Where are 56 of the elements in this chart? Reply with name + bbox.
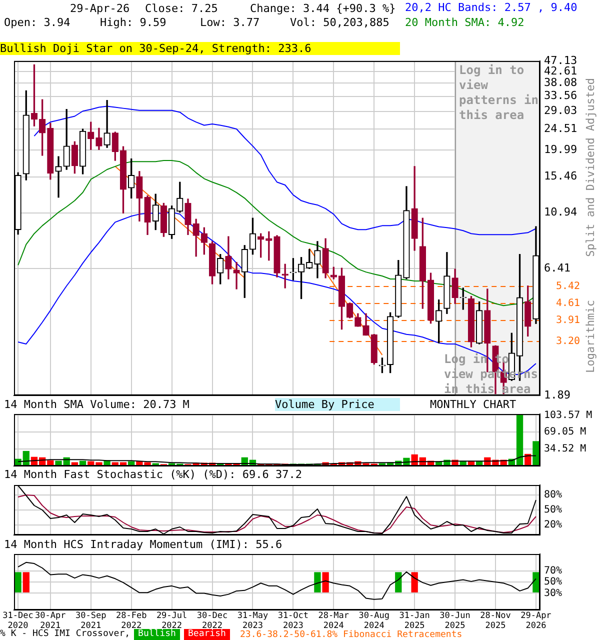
y-tick-label: 6.41 — [544, 261, 570, 274]
text: 29-Apr-26 — [70, 2, 130, 15]
x-tick-label: 31-Jan 2025 — [399, 611, 430, 631]
text: MONTHLY CHART — [430, 398, 516, 411]
y-tick-label: 30% — [544, 588, 562, 599]
y-tick-label: 1.89 — [544, 388, 570, 402]
y-tick-label: 70% — [544, 565, 562, 576]
y-tick-label: 29.03 — [544, 104, 578, 118]
y-tick-label: 80% — [544, 490, 562, 501]
text: Bearish — [184, 629, 230, 640]
text: Bullish Doji Star on 30-Sep-24, Strength: 233.6 — [0, 42, 400, 55]
y-tick-label: 50% — [544, 576, 562, 588]
y-tick-label: 15.46 — [544, 170, 578, 183]
x-tick-label: 28-Feb 2022 — [116, 611, 147, 631]
text: 20,2 HC Bands: 2.57 , 9.40 — [405, 1, 578, 14]
text: Close: 7.25 — [145, 2, 218, 15]
text: Low: 3.77 — [200, 16, 260, 29]
y-tick-label: 33.56 — [544, 89, 578, 102]
text: 23.6-38.2-50-61.8% Fibonacci Retracements — [240, 629, 462, 640]
y-tick-label: 69.05 M — [544, 426, 586, 438]
y-tick-label: 10.94 — [544, 206, 578, 219]
ref-line-label: 3.91 — [556, 315, 580, 326]
text: Logarithmic — [584, 300, 597, 373]
chart-title: 14 Month Fast Stochastic (%K) (%D): 69.6 37.2 — [4, 468, 302, 481]
y-tick-label: 24.51 — [544, 122, 578, 135]
x-tick-label: 28-Nov 2025 — [480, 611, 511, 631]
text: Vol: 50,203,885 — [290, 16, 390, 29]
ref-line-label: 3.20 — [556, 336, 580, 348]
y-tick-label: 20% — [544, 520, 562, 531]
text: Open: 3.94 — [4, 16, 70, 29]
x-tick-label: 31-Dec 2020 — [2, 611, 34, 631]
y-tick-label: 47.13 — [544, 54, 578, 67]
x-tick-label: 30-Aug 2024 — [358, 611, 390, 631]
x-tick-label: 31-Oct 2023 — [278, 611, 309, 631]
text: Bullish — [134, 629, 180, 640]
y-tick-label: 34.52 M — [544, 444, 586, 455]
ref-line-label: 4.61 — [556, 298, 580, 310]
y-tick-label: 38.08 — [544, 76, 578, 90]
y-tick-label: 19.99 — [544, 143, 578, 156]
ref-line-label: 5.42 — [556, 281, 580, 292]
y-tick-label: 103.57 M — [544, 410, 592, 421]
x-tick-label: 30-Jun 2025 — [440, 611, 470, 631]
x-tick-label: 28-Mar 2024 — [318, 611, 350, 631]
legend-title: % K - HCS IMI Crossover, — [0, 629, 130, 640]
x-tick-label: 29-Apr 2026 — [520, 611, 552, 631]
chart-title: 14 Month HCS Intraday Momentum (IMI): 55.6 — [4, 538, 282, 551]
text: Change: 3.44 {+90.3 %} — [250, 2, 396, 15]
x-tick-label: 31-May 2023 — [237, 611, 268, 631]
text: High: 9.59 — [100, 16, 166, 29]
chart-title: 14 Month SMA Volume: 20.73 M — [4, 398, 190, 411]
text: 20 Month SMA: 4.92 — [405, 16, 524, 29]
text: Volume By Price — [275, 398, 400, 411]
y-tick-label: 50% — [544, 504, 562, 516]
y-axis-title: Split and Dividend Adjusted — [584, 78, 597, 257]
band-label: Log in to view patterns in this area — [459, 63, 539, 122]
y-tick-label: 42.61 — [544, 64, 578, 78]
